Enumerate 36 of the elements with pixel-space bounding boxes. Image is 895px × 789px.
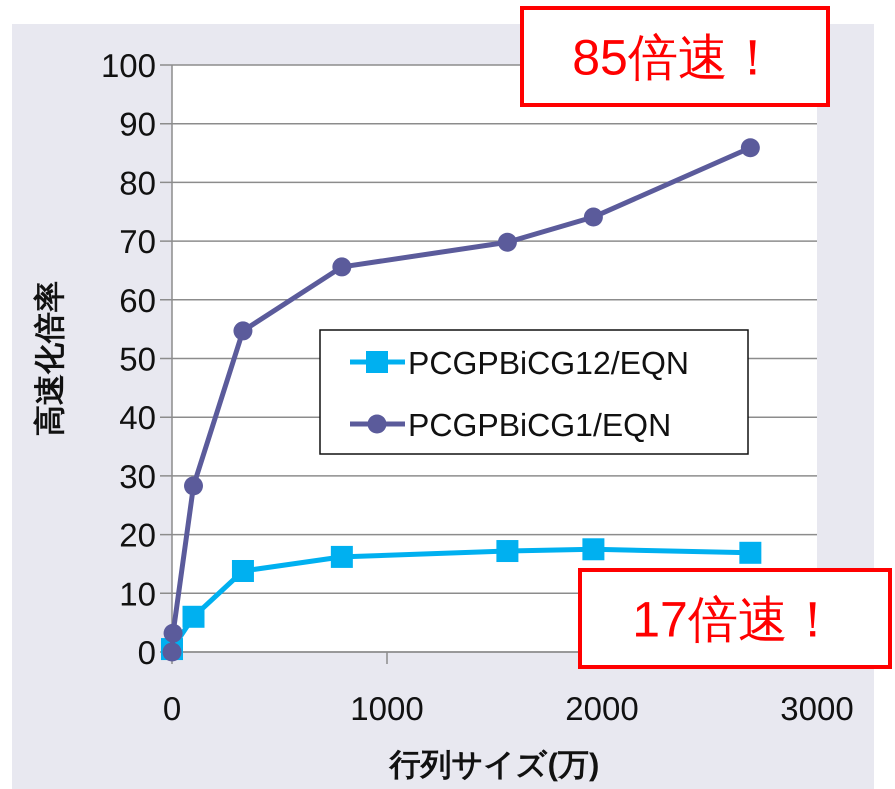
y-tick-label: 50	[119, 340, 156, 378]
legend-label: PCGPBiCG1/EQN	[408, 407, 672, 443]
x-tick-label: 2000	[565, 690, 639, 727]
y-tick-label: 40	[119, 399, 156, 436]
x-tick-label: 1000	[350, 690, 424, 727]
point	[498, 232, 517, 252]
point	[496, 540, 518, 562]
y-tick-label: 30	[119, 458, 156, 495]
point	[233, 321, 252, 340]
y-tick-label: 90	[119, 106, 156, 143]
point	[232, 560, 254, 582]
point	[164, 624, 183, 643]
y-tick-label: 60	[119, 282, 156, 319]
point	[184, 476, 203, 496]
point	[582, 538, 604, 560]
y-axis-title: 高速化倍率	[32, 281, 67, 436]
y-tick-label: 10	[119, 575, 156, 612]
y-tick-label: 100	[100, 47, 156, 84]
y-tick-label: 0	[138, 634, 156, 671]
x-tick-label: 0	[162, 690, 182, 727]
point	[739, 542, 762, 564]
y-tick-label: 80	[119, 164, 156, 202]
point	[332, 257, 352, 276]
callout: 85倍速！	[520, 6, 830, 107]
x-axis-title: 行列サイズ(万)	[388, 747, 600, 782]
y-tick-label: 70	[119, 223, 156, 260]
point	[584, 208, 603, 227]
point	[330, 546, 353, 568]
callout: 17倍速！	[578, 568, 892, 669]
x-tick-label: 3000	[780, 690, 854, 727]
point	[740, 138, 760, 158]
legend-label: PCGPBiCG12/EQN	[408, 345, 689, 381]
annotation: 85倍速！	[572, 30, 778, 86]
annotation: 17倍速！	[632, 592, 838, 648]
point	[182, 606, 204, 628]
y-tick-label: 20	[119, 516, 156, 554]
